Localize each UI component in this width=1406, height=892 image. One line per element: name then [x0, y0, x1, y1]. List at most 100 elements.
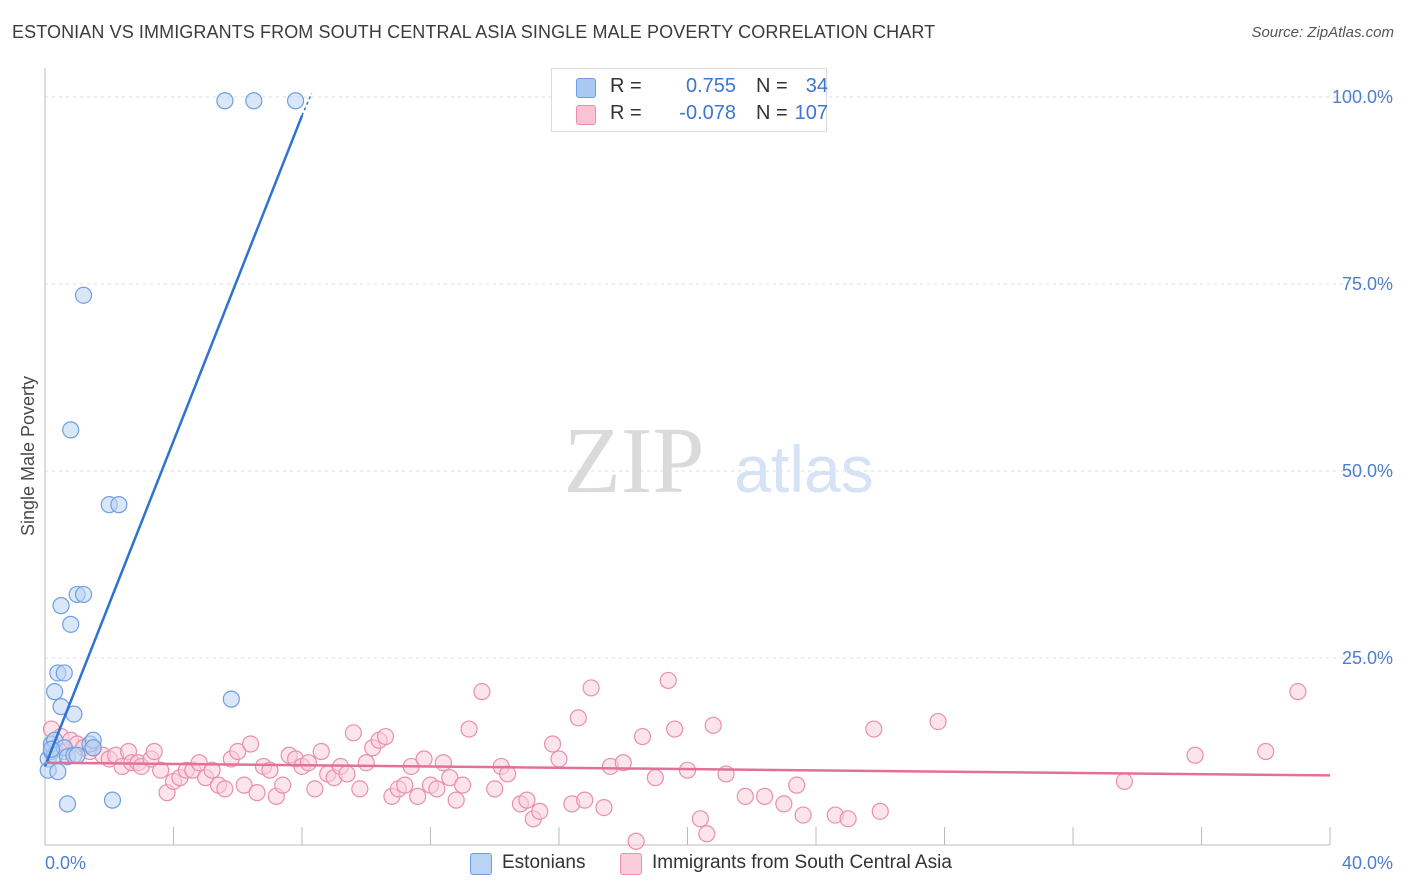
- point-immigrants: [704, 716, 722, 734]
- point-immigrants: [203, 761, 221, 779]
- tick-labels: 25.0% 50.0% 75.0% 100.0% 0.0% 40.0%: [45, 87, 1393, 873]
- series-estonians-points: [39, 92, 305, 813]
- point-estonians: [68, 746, 86, 764]
- point-immigrants: [190, 754, 208, 772]
- x-tick-label: 0.0%: [45, 853, 86, 873]
- point-immigrants: [1257, 742, 1275, 761]
- legend-n-label: N =: [756, 102, 788, 124]
- watermark-zip: ZIP: [564, 409, 705, 513]
- point-immigrants: [659, 671, 677, 690]
- trend-lines: [43, 92, 1331, 777]
- point-immigrants: [312, 742, 330, 761]
- point-immigrants: [518, 791, 536, 809]
- legend-n-value: 34: [805, 75, 828, 97]
- y-tick-label: 75.0%: [1342, 274, 1393, 294]
- point-immigrants: [152, 761, 170, 779]
- point-immigrants: [569, 709, 587, 727]
- watermark: ZIP atlas: [564, 409, 874, 513]
- point-immigrants: [698, 825, 716, 843]
- bottom-legend-label: Immigrants from South Central Asia: [652, 852, 952, 873]
- bottom-legend-swatch-estonians: [470, 853, 492, 875]
- point-immigrants: [627, 832, 645, 850]
- point-immigrants: [454, 776, 472, 794]
- legend-n-label: N =: [756, 75, 788, 97]
- point-estonians: [110, 496, 128, 514]
- point-immigrants: [775, 795, 793, 813]
- point-immigrants: [428, 780, 446, 798]
- point-immigrants: [242, 735, 260, 753]
- x-tick-label: 40.0%: [1342, 853, 1393, 873]
- legend-swatch-estonians: [576, 78, 596, 98]
- point-immigrants: [1115, 772, 1134, 791]
- point-estonians: [84, 739, 102, 757]
- point-immigrants: [409, 787, 427, 805]
- point-immigrants: [415, 750, 433, 768]
- point-estonians: [222, 690, 240, 708]
- chart-title: ESTONIAN VS IMMIGRANTS FROM SOUTH CENTRA…: [12, 22, 936, 42]
- point-immigrants: [248, 784, 266, 802]
- legend-r-value: -0.078: [679, 102, 736, 124]
- point-immigrants: [788, 776, 806, 794]
- legend-n-value: 107: [794, 102, 828, 124]
- point-estonians: [62, 615, 80, 633]
- point-immigrants: [1186, 746, 1204, 764]
- point-immigrants: [473, 683, 491, 701]
- point-immigrants: [229, 742, 247, 761]
- grid-lines: [45, 96, 1393, 659]
- point-estonians: [49, 763, 67, 781]
- point-immigrants: [755, 787, 774, 805]
- point-immigrants: [460, 720, 478, 738]
- point-immigrants: [929, 712, 947, 731]
- point-estonians: [245, 92, 263, 110]
- point-immigrants: [274, 776, 292, 794]
- point-immigrants: [543, 735, 562, 753]
- point-immigrants: [351, 780, 369, 798]
- bottom-legend-swatch-immigrants: [620, 853, 642, 875]
- point-immigrants: [216, 780, 234, 798]
- point-immigrants: [235, 776, 253, 794]
- point-estonians: [46, 683, 64, 701]
- point-immigrants: [486, 780, 504, 798]
- point-immigrants: [794, 806, 812, 824]
- legend-r-label: R =: [610, 75, 642, 97]
- point-immigrants: [447, 791, 465, 809]
- point-immigrants: [614, 754, 632, 772]
- legend-swatch-immigrants: [576, 105, 596, 125]
- point-estonians: [74, 286, 93, 304]
- point-immigrants: [376, 727, 395, 746]
- point-immigrants: [582, 679, 600, 697]
- point-estonians: [55, 664, 73, 682]
- point-estonians: [74, 585, 93, 604]
- point-immigrants: [691, 810, 709, 828]
- source-label: Source: ZipAtlas.com: [1251, 24, 1394, 41]
- point-estonians: [58, 795, 77, 813]
- point-immigrants: [434, 754, 452, 772]
- point-immigrants: [736, 787, 754, 805]
- axes: [44, 68, 1331, 846]
- legend-r-value: 0.755: [685, 75, 736, 97]
- bottom-legend-label: Estonians: [502, 852, 586, 873]
- point-estonians: [286, 92, 305, 110]
- point-immigrants: [396, 776, 414, 794]
- y-axis-label: Single Male Poverty: [18, 376, 38, 536]
- y-tick-label: 50.0%: [1342, 461, 1393, 481]
- point-immigrants: [871, 802, 889, 820]
- point-immigrants: [499, 765, 517, 783]
- point-immigrants: [550, 750, 568, 768]
- point-estonians: [52, 597, 70, 615]
- point-estonians: [216, 92, 234, 110]
- point-estonians: [62, 421, 80, 439]
- point-immigrants: [357, 754, 375, 772]
- point-immigrants: [576, 791, 594, 809]
- point-estonians: [103, 791, 122, 809]
- point-immigrants: [666, 720, 684, 738]
- point-immigrants: [344, 724, 362, 742]
- point-immigrants: [646, 769, 664, 787]
- watermark-atlas: atlas: [734, 432, 873, 506]
- point-immigrants: [865, 720, 883, 738]
- trendline-estonians: [43, 115, 304, 767]
- point-immigrants: [299, 754, 318, 772]
- trendline-estonians-extension: [301, 92, 313, 116]
- y-tick-label: 100.0%: [1332, 87, 1393, 107]
